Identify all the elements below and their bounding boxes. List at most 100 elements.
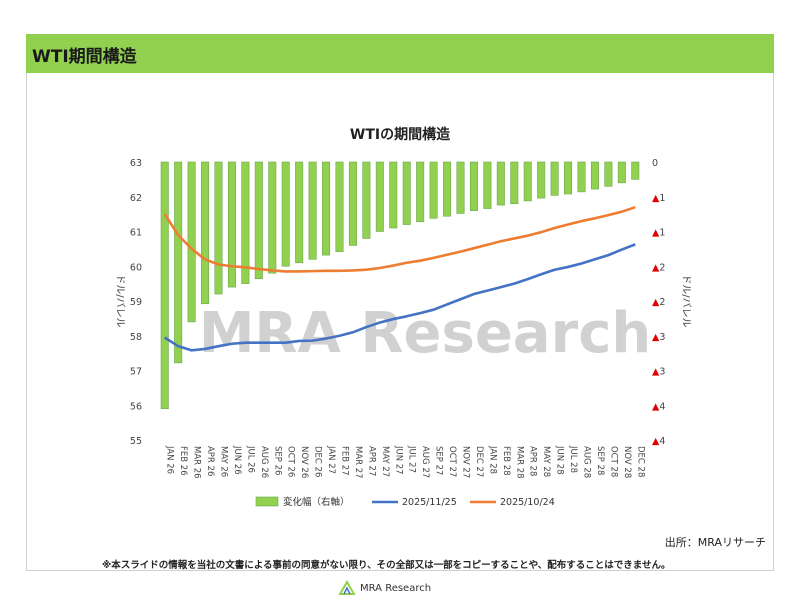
change-bar bbox=[550, 161, 559, 196]
chart-title: WTIの期間構造 bbox=[350, 126, 450, 143]
change-bar bbox=[631, 161, 640, 180]
neg-value: 2 bbox=[659, 262, 665, 273]
legend-label-2025-11-25: 2025/11/25 bbox=[402, 497, 457, 508]
x-tick-label: MAY 28 bbox=[541, 446, 551, 477]
y2-tick-label: ▲3 bbox=[652, 332, 665, 343]
x-tick-label: DEC 26 bbox=[313, 446, 323, 477]
logo-text: MRA Research bbox=[360, 582, 432, 594]
y-tick-label: 59 bbox=[130, 297, 142, 308]
change-bar bbox=[496, 161, 505, 206]
footer-logo: MRA Research bbox=[338, 580, 431, 596]
change-bar bbox=[617, 161, 626, 184]
neg-value: 3 bbox=[659, 332, 665, 343]
change-bar bbox=[174, 161, 183, 364]
x-tick-label: SEP 28 bbox=[595, 446, 605, 475]
slide-title: WTI期間構造 bbox=[32, 47, 137, 67]
change-bar bbox=[254, 161, 263, 280]
change-bar bbox=[523, 161, 532, 202]
mra-logo-icon bbox=[338, 580, 356, 595]
neg-value: 4 bbox=[659, 401, 665, 412]
y2-axis-title: ドル/バレル bbox=[680, 274, 692, 327]
neg-marker: ▲ bbox=[652, 436, 660, 447]
x-tick-label: AUG 28 bbox=[582, 446, 592, 478]
y-tick-label: 61 bbox=[130, 228, 142, 239]
x-tick-label: OCT 28 bbox=[608, 446, 618, 477]
y2-tick-label: ▲4 bbox=[652, 401, 665, 412]
x-tick-label: FEB 28 bbox=[501, 446, 511, 476]
neg-value: 4 bbox=[659, 436, 665, 447]
change-bar bbox=[362, 161, 371, 239]
x-tick-label: JUL 27 bbox=[407, 445, 417, 473]
x-tick-label: FEB 27 bbox=[340, 446, 350, 476]
change-bar bbox=[241, 161, 250, 284]
x-tick-label: JUN 28 bbox=[555, 445, 565, 475]
x-tick-label: MAR 27 bbox=[353, 446, 363, 479]
y2-tick-label: ▲2 bbox=[652, 262, 665, 273]
chart-legend: 変化幅（右軸） 2025/11/25 2025/10/24 bbox=[255, 496, 555, 508]
y-tick-label: 56 bbox=[130, 401, 142, 412]
y-tick-label: 60 bbox=[130, 262, 142, 273]
neg-marker: ▲ bbox=[652, 401, 660, 412]
x-tick-label: MAR 26 bbox=[192, 446, 202, 479]
change-bar bbox=[187, 161, 196, 323]
neg-marker: ▲ bbox=[652, 332, 660, 343]
x-tick-label: AUG 27 bbox=[420, 446, 430, 478]
neg-value: 2 bbox=[659, 297, 665, 308]
change-bar bbox=[322, 161, 331, 256]
x-tick-label: NOV 28 bbox=[622, 446, 632, 478]
change-bar bbox=[483, 161, 492, 209]
y2-tick-label: ▲2 bbox=[652, 297, 665, 308]
neg-marker: ▲ bbox=[652, 262, 660, 273]
x-tick-label: JAN 26 bbox=[165, 445, 175, 474]
x-tick-label: NOV 27 bbox=[461, 446, 471, 478]
change-bar bbox=[429, 161, 438, 219]
legend-label-2025-10-24: 2025/10/24 bbox=[500, 497, 555, 508]
change-bar bbox=[510, 161, 519, 205]
change-bar bbox=[564, 161, 573, 195]
change-bar bbox=[416, 161, 425, 223]
series-line-2025-11-25 bbox=[164, 243, 636, 352]
neg-value: 1 bbox=[659, 228, 665, 239]
series-line-2025-10-24 bbox=[163, 205, 636, 273]
x-tick-label: NOV 26 bbox=[299, 446, 309, 478]
x-tick-label: MAR 28 bbox=[514, 446, 524, 479]
change-bar bbox=[348, 161, 357, 246]
change-bar bbox=[577, 161, 586, 193]
y2-tick-label: ▲1 bbox=[652, 228, 665, 239]
y-tick-label: 58 bbox=[130, 332, 142, 343]
x-tick-label: SEP 27 bbox=[434, 446, 444, 475]
change-bar bbox=[308, 161, 317, 260]
x-tick-label: SEP 26 bbox=[272, 446, 282, 475]
change-bar bbox=[590, 161, 599, 190]
change-bar bbox=[402, 161, 411, 225]
legend-swatch-bars bbox=[255, 496, 279, 507]
y-tick-label: 57 bbox=[130, 367, 142, 378]
change-bar bbox=[268, 161, 277, 274]
copyright-footnote: ※本スライドの情報を当社の文書による事前の同意がない限り、その全部又は一部をコピ… bbox=[102, 560, 671, 571]
neg-marker: ▲ bbox=[652, 193, 660, 204]
x-tick-label: JUN 27 bbox=[393, 445, 403, 475]
y-tick-label: 63 bbox=[130, 158, 142, 169]
change-bar bbox=[469, 161, 478, 211]
x-tick-label: MAY 27 bbox=[380, 446, 390, 477]
y2-tick-label: 0 bbox=[652, 158, 658, 169]
change-bar bbox=[456, 161, 465, 214]
y2-tick-label: ▲3 bbox=[652, 367, 665, 378]
change-bar bbox=[160, 161, 169, 410]
x-tick-label: MAY 26 bbox=[219, 446, 229, 477]
neg-value: 3 bbox=[659, 367, 665, 378]
change-bar bbox=[375, 161, 384, 232]
y-axis-title: ドル/バレル bbox=[114, 274, 126, 327]
change-bar bbox=[281, 161, 290, 267]
y2-tick-label: ▲4 bbox=[652, 436, 665, 447]
neg-marker: ▲ bbox=[652, 228, 660, 239]
change-bar bbox=[214, 161, 223, 295]
x-tick-label: APR 28 bbox=[528, 446, 538, 476]
x-tick-label: JUL 26 bbox=[245, 445, 255, 473]
x-tick-label: APR 26 bbox=[205, 446, 215, 476]
x-tick-label: JUN 26 bbox=[232, 445, 242, 475]
change-bar bbox=[335, 161, 344, 252]
x-tick-label: OCT 27 bbox=[447, 446, 457, 477]
x-tick-label: JAN 28 bbox=[487, 445, 497, 474]
